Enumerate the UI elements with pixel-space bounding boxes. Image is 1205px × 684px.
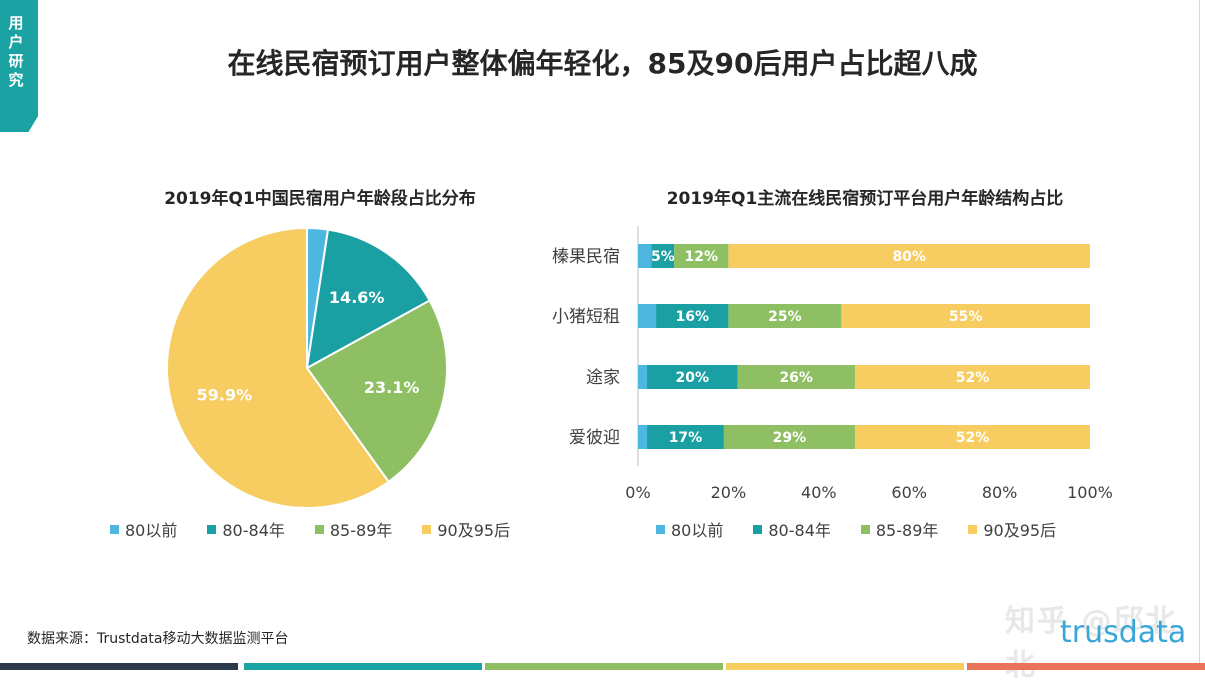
footer-segment xyxy=(244,663,482,670)
bar-segment-1-3 xyxy=(647,425,724,449)
bar-segment-3-1 xyxy=(841,304,1090,328)
pie-slice-1 xyxy=(305,228,432,370)
bar-segment-1-1 xyxy=(656,304,729,328)
legend-label: 85-89年 xyxy=(875,521,939,540)
bar-x-tick-label: 0% xyxy=(625,483,650,502)
legend-item: 85-89年 xyxy=(314,517,393,541)
bar-data-label: 55% xyxy=(949,309,983,325)
legend-label: 80以前 xyxy=(671,521,724,540)
legend-label: 85-89年 xyxy=(329,521,393,540)
legend-swatch xyxy=(207,524,217,534)
pie-legend: 80以前 80-84年 85-89年 90及95后 xyxy=(110,517,540,541)
data-source-note: 数据来源：Trustdata移动大数据监测平台 xyxy=(27,631,289,647)
bar-data-label: 29% xyxy=(773,430,807,446)
legend-label: 80-84年 xyxy=(222,521,285,540)
legend-swatch xyxy=(860,524,870,534)
legend-swatch xyxy=(968,524,978,534)
bar-segment-3-3 xyxy=(854,425,1090,449)
legend-item: 80-84年 xyxy=(207,517,285,541)
legend-label: 80以前 xyxy=(125,521,178,540)
legend-label: 90及95后 xyxy=(437,521,511,540)
pie-data-label-3: 59.9% xyxy=(197,386,253,405)
legend-label: 80-84年 xyxy=(768,521,831,540)
bar-chart-title: 2019年Q1主流在线民宿预订平台用户年龄结构占比 xyxy=(666,189,1064,209)
legend-item: 90及95后 xyxy=(968,517,1056,541)
legend-swatch xyxy=(753,524,763,534)
pie-data-label-1: 14.6% xyxy=(329,288,385,307)
bar-segment-0-2 xyxy=(638,365,648,389)
pie-slice-3 xyxy=(166,226,390,509)
bar-category-label: 途家 xyxy=(586,368,620,388)
bar-segment-2-3 xyxy=(723,425,855,449)
legend-item: 90及95后 xyxy=(422,517,510,541)
bar-segment-3-0 xyxy=(728,244,1090,268)
pie-slice-2 xyxy=(305,299,448,484)
section-tag: 用户研究 xyxy=(0,0,38,132)
bar-segment-0-3 xyxy=(638,425,648,449)
bar-segment-2-2 xyxy=(737,365,855,389)
bar-segment-0-0 xyxy=(638,244,652,268)
bar-segment-2-1 xyxy=(728,304,842,328)
legend-swatch xyxy=(656,524,665,534)
bar-data-label: 52% xyxy=(956,370,990,386)
bar-data-label: 5% xyxy=(651,249,675,265)
legend-item: 80以前 xyxy=(110,517,177,541)
bar-data-label: 80% xyxy=(892,249,926,265)
page-title: 在线民宿预订用户整体偏年轻化，85及90后用户占比超八成 xyxy=(227,47,978,80)
bar-x-tick-label: 40% xyxy=(801,483,837,502)
legend-item: 85-89年 xyxy=(860,517,939,541)
bar-segment-3-2 xyxy=(854,365,1090,389)
footer-segment xyxy=(967,663,1205,670)
footer-segment xyxy=(726,663,964,670)
footer-segment xyxy=(0,663,238,670)
legend-swatch xyxy=(422,524,432,534)
bar-data-label: 16% xyxy=(675,309,709,325)
bar-data-label: 17% xyxy=(669,430,703,446)
footer-segment xyxy=(485,663,723,670)
bar-x-tick-label: 100% xyxy=(1067,483,1113,502)
legend-swatch xyxy=(314,524,324,534)
bar-segment-1-2 xyxy=(647,365,738,389)
bar-data-label: 52% xyxy=(956,430,990,446)
legend-item: 80-84年 xyxy=(753,517,831,541)
legend-item: 80以前 xyxy=(656,517,723,541)
brand-logo: trusdata xyxy=(1060,615,1187,650)
bar-x-tick-label: 80% xyxy=(982,483,1018,502)
bar-segment-1-0 xyxy=(651,244,675,268)
bar-data-label: 25% xyxy=(768,309,802,325)
charts-canvas: 14.6% 23.1% 59.9% 榛果民宿 5% 12% 80% 小猪短租 16% 25% 55%… xyxy=(166,226,1113,509)
bar-legend: 80以前 80-84年 85-89年 90及95后 xyxy=(656,517,1086,541)
bar-data-label: 20% xyxy=(675,370,709,386)
bar-category-label: 爱彼迎 xyxy=(569,428,620,448)
bar-category-label: 榛果民宿 xyxy=(552,247,620,267)
bar-segment-2-0 xyxy=(674,244,729,268)
pie-chart-title: 2019年Q1中国民宿用户年龄段占比分布 xyxy=(164,189,476,209)
section-tag-label: 用户研究 xyxy=(8,14,24,89)
bar-data-label: 12% xyxy=(685,249,719,265)
legend-label: 90及95后 xyxy=(983,521,1057,540)
bar-category-label: 小猪短租 xyxy=(552,307,620,327)
bar-x-tick-label: 20% xyxy=(711,483,747,502)
legend-swatch xyxy=(110,524,119,534)
pie-data-label-2: 23.1% xyxy=(364,378,420,397)
bar-data-label: 26% xyxy=(779,370,813,386)
bar-segment-0-1 xyxy=(638,304,657,328)
bar-x-tick-label: 60% xyxy=(891,483,927,502)
right-border xyxy=(1199,0,1200,670)
